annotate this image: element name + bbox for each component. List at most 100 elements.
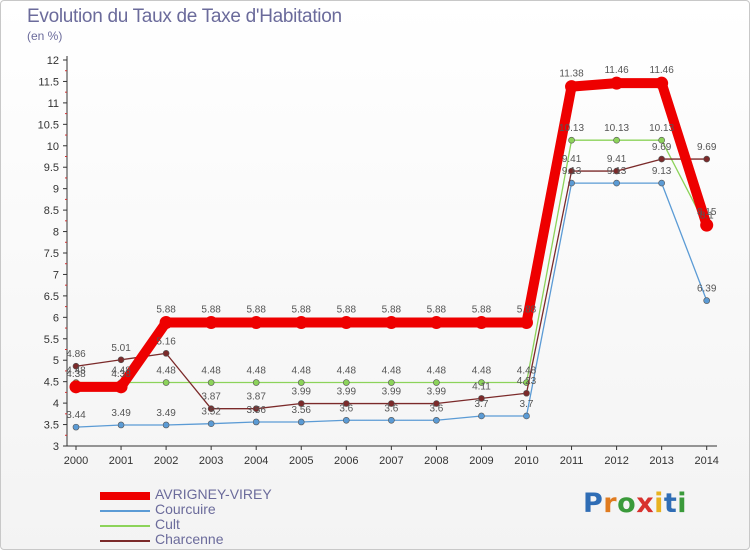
data-label: 4.23: [517, 376, 537, 387]
legend-label: Courcuire: [155, 501, 216, 517]
data-point: [294, 315, 308, 329]
data-point: [252, 418, 260, 426]
data-label: 4.48: [382, 366, 402, 377]
data-point: [297, 379, 305, 386]
y-tick-label: 11.5: [38, 76, 59, 88]
x-tick-label: 2008: [424, 455, 448, 467]
data-point: [613, 167, 620, 175]
data-label: 4.11: [472, 381, 491, 392]
x-tick-label: 2011: [560, 455, 584, 467]
data-label: 3.44: [66, 410, 86, 421]
data-point: [384, 315, 398, 329]
data-point: [478, 395, 485, 402]
data-label: 5.16: [156, 336, 176, 347]
y-tick-label: 3.5: [44, 420, 59, 432]
y-tick-label: 6.5: [44, 291, 59, 303]
data-point: [204, 315, 218, 329]
data-label: 5.88: [382, 304, 402, 315]
data-point: [342, 416, 350, 424]
data-label: 4.48: [472, 366, 492, 377]
data-point: [520, 315, 533, 329]
data-point: [658, 179, 665, 187]
data-label: 5.01: [111, 343, 131, 354]
data-label: 4.86: [66, 349, 86, 360]
data-label: 9.13: [607, 166, 627, 177]
data-label: 4.48: [427, 366, 447, 377]
y-tick-label: 9.5: [44, 162, 59, 174]
data-label: 3.87: [201, 392, 221, 403]
data-point: [703, 155, 711, 163]
data-label: 6.39: [697, 284, 717, 295]
data-label: 5.88: [292, 304, 312, 315]
data-point: [339, 315, 353, 329]
data-label: 3.87: [246, 392, 266, 403]
data-label: 3.6: [384, 403, 398, 414]
data-label: 9.69: [697, 142, 717, 153]
data-label: 5.88: [201, 304, 221, 315]
x-tick-label: 2003: [199, 455, 223, 467]
data-label: 10.13: [649, 123, 674, 134]
data-label: 4.48: [337, 366, 357, 377]
data-label: 9.13: [652, 166, 672, 177]
legend-label: AVRIGNEY-VIREY: [155, 486, 272, 502]
chart-subtitle: (en %): [27, 29, 63, 43]
y-tick-label: 9: [53, 184, 59, 196]
data-label: 10.13: [604, 123, 629, 134]
y-tick-label: 12: [47, 55, 59, 67]
data-label: 9.69: [652, 142, 672, 153]
data-point: [69, 380, 83, 394]
y-tick-label: 4.5: [44, 377, 59, 389]
data-point: [297, 400, 305, 407]
logo-letter: i: [654, 488, 664, 519]
data-point: [433, 379, 440, 386]
data-point: [72, 362, 80, 370]
data-point: [478, 412, 485, 420]
x-tick-label: 2001: [109, 455, 133, 467]
data-point: [342, 379, 350, 386]
data-label: 5.88: [427, 304, 447, 315]
logo-letter: t: [663, 488, 678, 519]
data-point: [429, 315, 443, 329]
data-point: [207, 379, 215, 386]
data-label: 4.48: [111, 366, 131, 377]
data-point: [523, 412, 530, 420]
data-point: [523, 389, 530, 397]
data-label: 9.13: [562, 166, 582, 177]
proxiti-logo: Proxiti: [583, 488, 687, 519]
chart-title: Evolution du Taux de Taxe d'Habitation: [27, 6, 342, 27]
data-point: [249, 315, 263, 329]
legend-swatch: [100, 525, 150, 527]
data-label: 4.48: [292, 366, 312, 377]
data-point: [478, 379, 485, 386]
x-tick-label: 2010: [514, 455, 538, 467]
data-point: [613, 179, 620, 187]
data-point: [72, 423, 80, 431]
y-tick-label: 7.5: [44, 248, 59, 260]
data-point: [703, 297, 711, 304]
y-tick-label: 3: [53, 441, 59, 453]
x-tick-label: 2000: [64, 455, 88, 467]
data-label: 5.88: [156, 304, 176, 315]
data-point: [433, 400, 440, 407]
data-point: [162, 350, 170, 357]
x-tick-label: 2004: [244, 455, 268, 467]
data-point: [658, 155, 665, 163]
data-point: [117, 356, 125, 364]
data-point: [159, 315, 173, 329]
x-tick-label: 2009: [469, 455, 493, 467]
data-label: 3.99: [337, 387, 357, 398]
data-label: 3.49: [111, 408, 131, 419]
data-label: 3.56: [292, 405, 312, 416]
logo-letter: i: [677, 488, 688, 519]
data-point: [433, 416, 440, 424]
y-tick-label: 5: [53, 355, 59, 367]
legend-label: Cult: [155, 516, 180, 532]
data-label: 5.88: [472, 304, 492, 315]
data-point: [252, 405, 260, 412]
y-tick-label: 8: [53, 227, 59, 239]
data-point: [297, 418, 305, 426]
data-label: 11.38: [559, 69, 584, 80]
y-tick-label: 7: [53, 269, 59, 281]
data-point: [207, 420, 215, 427]
x-tick-label: 2007: [379, 455, 403, 467]
